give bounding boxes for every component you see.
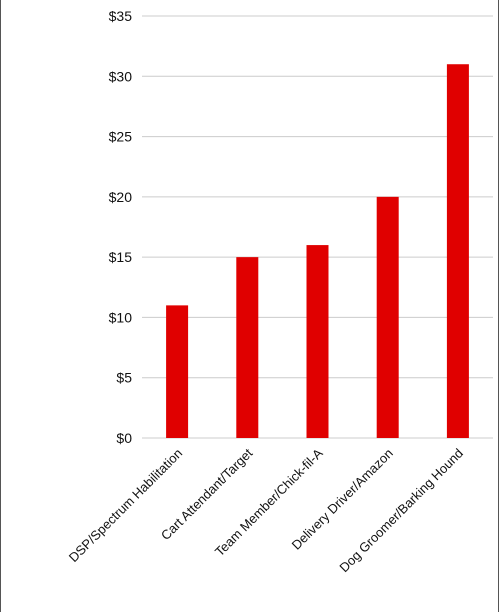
y-tick-label: $15 <box>109 249 133 265</box>
bar <box>306 245 329 438</box>
x-category-label: Dog Groomer/Barking Hound <box>336 446 466 576</box>
x-category-label: DSP/Spectrum Habilitation <box>66 446 185 565</box>
bar <box>446 64 469 438</box>
y-axis-tick-labels: $0 $5 $10 $15 $20 $25 $30 $35 <box>109 8 133 446</box>
bar <box>376 196 399 438</box>
y-tick-label: $0 <box>116 430 132 446</box>
y-tick-label: $5 <box>116 370 132 386</box>
y-tick-label: $35 <box>109 8 133 24</box>
bar <box>236 257 259 438</box>
bars <box>166 64 469 438</box>
bar <box>166 305 189 438</box>
y-tick-label: $25 <box>109 129 133 145</box>
y-tick-label: $10 <box>109 309 133 325</box>
y-tick-label: $30 <box>109 68 133 84</box>
y-tick-label: $20 <box>109 189 133 205</box>
